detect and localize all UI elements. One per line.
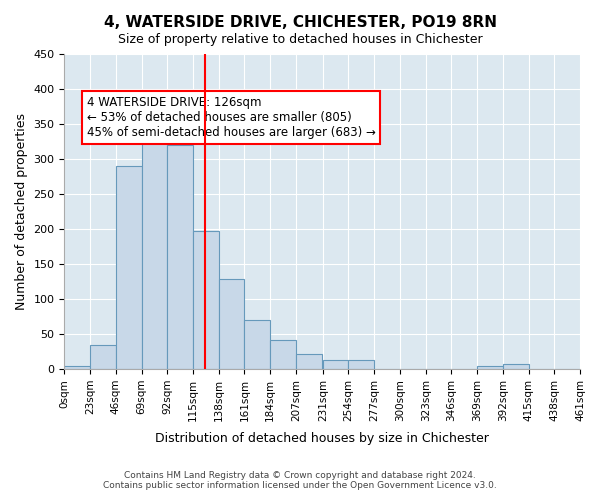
- Bar: [477, 366, 503, 369]
- Text: Contains HM Land Registry data © Crown copyright and database right 2024.
Contai: Contains HM Land Registry data © Crown c…: [103, 470, 497, 490]
- Text: 4, WATERSIDE DRIVE, CHICHESTER, PO19 8RN: 4, WATERSIDE DRIVE, CHICHESTER, PO19 8RN: [104, 15, 497, 30]
- Bar: [64, 366, 90, 369]
- Bar: [90, 344, 116, 369]
- Bar: [349, 360, 374, 369]
- Bar: [503, 364, 529, 369]
- Bar: [142, 114, 167, 369]
- Bar: [270, 340, 296, 369]
- Bar: [244, 320, 270, 369]
- Bar: [116, 166, 142, 369]
- Bar: [167, 145, 193, 369]
- Bar: [193, 231, 219, 369]
- Text: 4 WATERSIDE DRIVE: 126sqm
← 53% of detached houses are smaller (805)
45% of semi: 4 WATERSIDE DRIVE: 126sqm ← 53% of detac…: [87, 96, 376, 139]
- Bar: [296, 354, 322, 369]
- Text: Size of property relative to detached houses in Chichester: Size of property relative to detached ho…: [118, 32, 482, 46]
- Bar: [323, 360, 349, 369]
- Y-axis label: Number of detached properties: Number of detached properties: [15, 113, 28, 310]
- X-axis label: Distribution of detached houses by size in Chichester: Distribution of detached houses by size …: [155, 432, 489, 445]
- Bar: [219, 280, 244, 369]
